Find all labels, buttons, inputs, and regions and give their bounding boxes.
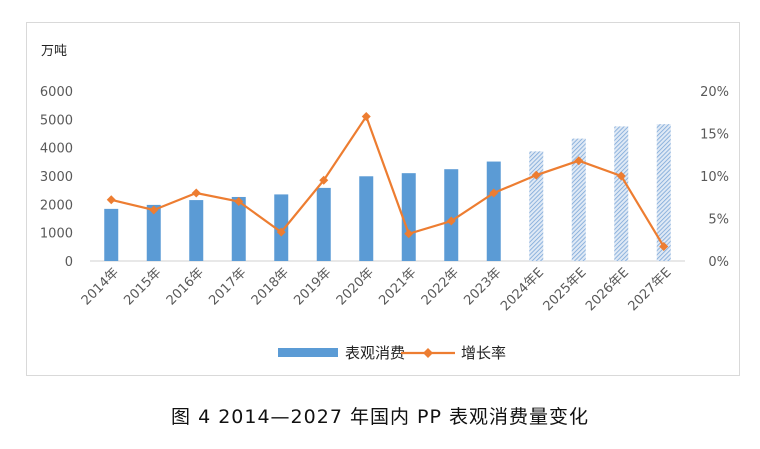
y-left-tick-label: 4000: [40, 142, 73, 157]
x-tick-label: 2017年: [206, 265, 249, 308]
chart-frame: 0 1000 2000 3000 4000 5000 6000 0% 5% 10% 15% 20% 20…: [26, 22, 740, 376]
growth-rate-point: [106, 195, 116, 205]
bar: [359, 176, 374, 261]
growth-rate-point: [616, 171, 626, 181]
growth-rate-point: [531, 170, 541, 180]
bar: [401, 173, 416, 261]
legend-line-marker: [423, 348, 433, 358]
y-right-tick-label: 5%: [708, 213, 729, 228]
x-tick-label: 2023年: [461, 265, 504, 308]
x-tick-label: 2021年: [376, 265, 419, 308]
growth-rate-point: [446, 216, 456, 226]
bar: [444, 169, 459, 261]
growth-rate-point: [276, 227, 286, 237]
y-left-tick-label: 5000: [40, 113, 73, 128]
growth-rate-point: [574, 156, 584, 166]
y-right-tick-label: 20%: [700, 85, 729, 100]
legend-bar-label: 表观消费: [345, 344, 405, 362]
growth-rate-point: [361, 112, 371, 121]
x-tick-label: 2014年: [79, 265, 122, 308]
growth-rate-point: [191, 188, 201, 198]
growth-rate-point: [659, 242, 669, 252]
chart-canvas: 0 1000 2000 3000 4000 5000 6000 0% 5% 10% 15% 20% 20…: [40, 44, 729, 362]
x-tick-label: 2019年: [291, 265, 334, 308]
growth-rate-point: [489, 188, 499, 198]
growth-rate-line: [110, 114, 665, 248]
x-tick-label: 2026年E: [583, 265, 632, 314]
y-right-tick-label: 10%: [700, 170, 729, 185]
bar: [231, 196, 246, 261]
left-axis-unit: 万吨: [41, 44, 67, 59]
forecast-bar: [529, 151, 544, 261]
bar: [146, 204, 161, 261]
x-tick-label: 2015年: [121, 265, 164, 308]
bar: [104, 208, 119, 261]
legend-bar-swatch: [278, 348, 338, 357]
x-tick-label: 2024年E: [498, 265, 547, 314]
y-right-tick-label: 0%: [708, 255, 729, 270]
x-tick-label: 2020年: [334, 265, 377, 308]
growth-rate-point: [319, 175, 329, 185]
y-left-tick-label: 1000: [40, 227, 73, 242]
y-right-tick-label: 15%: [700, 128, 729, 143]
forecast-bar: [571, 138, 586, 261]
y-left-tick-label: 2000: [40, 198, 73, 213]
y-left-tick-label: 0: [65, 255, 73, 270]
legend-line-label: 增长率: [461, 344, 506, 362]
figure-caption: 图 4 2014—2027 年国内 PP 表观消费量变化: [171, 406, 589, 428]
forecast-bar: [614, 126, 629, 262]
bar: [189, 200, 204, 261]
growth-rate-point: [149, 205, 159, 215]
growth-rate-point: [234, 197, 244, 206]
y-left-tick-label: 3000: [40, 170, 73, 185]
x-tick-label: 2018年: [249, 265, 292, 308]
growth-rate-point: [404, 229, 414, 239]
x-tick-label: 2025年E: [541, 265, 590, 314]
y-left-tick-label: 6000: [40, 85, 73, 100]
x-tick-label: 2022年: [419, 265, 462, 308]
bar: [486, 161, 501, 261]
forecast-bar: [656, 124, 671, 262]
x-tick-label: 2016年: [164, 265, 207, 308]
bar: [316, 187, 331, 261]
x-tick-label: 2027年E: [626, 265, 675, 314]
